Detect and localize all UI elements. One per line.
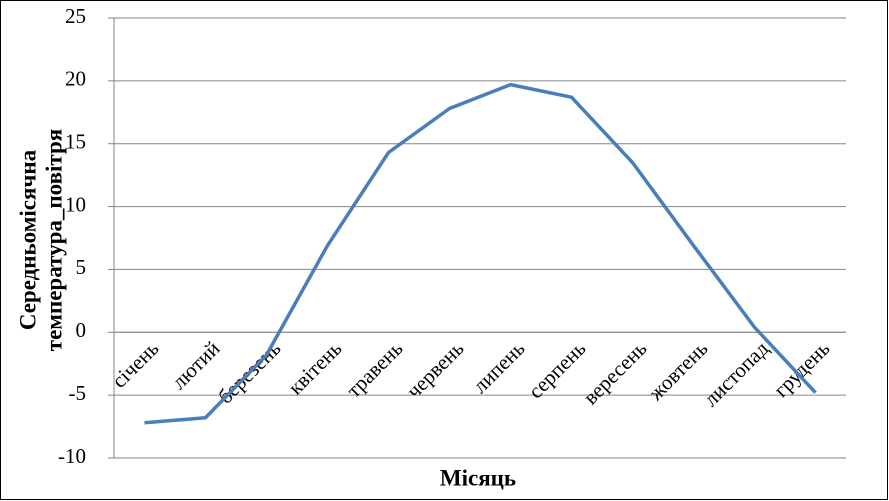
- y-tick-label: 10: [65, 192, 86, 216]
- x-axis-title: Місяць: [440, 465, 516, 490]
- y-tick-label: 15: [65, 130, 86, 154]
- y-axis-title: Середньомісячна: [15, 149, 40, 330]
- y-tick-label: 5: [76, 255, 87, 279]
- y-tick-label: -5: [69, 381, 87, 405]
- y-tick-label: 25: [65, 4, 86, 28]
- y-tick-label: 0: [76, 318, 87, 342]
- y-tick-label: 20: [65, 67, 86, 91]
- y-axis-title: температура_повітря: [41, 129, 66, 351]
- line-series: [144, 82, 817, 425]
- y-tick-label: -10: [58, 444, 86, 468]
